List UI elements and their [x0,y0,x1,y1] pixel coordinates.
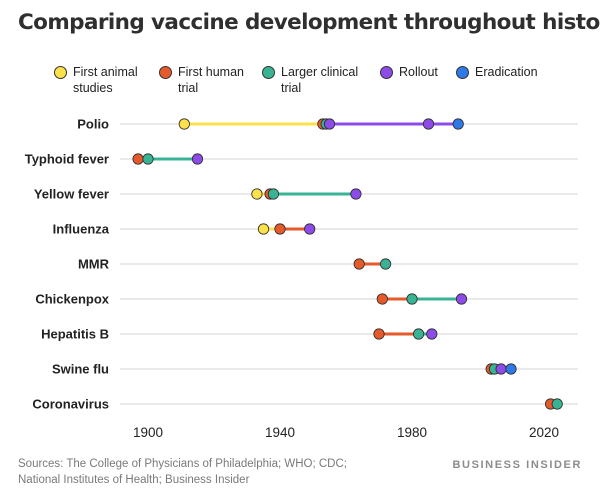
legend-item-rollout: Rollout [380,64,438,80]
data-point [551,398,563,410]
data-point [251,188,263,200]
data-point [373,328,385,340]
data-point [426,328,438,340]
chart-title: Comparing vaccine development throughout… [18,10,600,35]
legend-label: Rollout [399,65,438,79]
x-tick-label: 1940 [265,425,295,440]
legend-swatch [456,66,469,79]
brand-logo: BUSINESS INSIDER [452,459,582,471]
data-point [274,223,286,235]
data-point [353,258,365,270]
row-label: MMR [78,257,110,272]
row-label: Chickenpox [35,292,109,307]
row-label: Polio [77,117,109,132]
legend-item-larger-clinical-trial: Larger clinical trial [262,64,358,96]
legend-item-eradication: Eradication [456,64,538,80]
legend-label: Larger clinical trial [281,65,359,95]
legend-item-first-human-trial: First human trial [159,64,244,96]
row-label: Influenza [53,222,110,237]
row-label: Hepatitis B [41,327,109,342]
legend-label: First human trial [178,65,244,95]
data-point [257,223,270,235]
data-point [505,363,517,375]
legend-swatch [159,66,172,79]
data-point [406,293,418,305]
legend-item-first-animal-studies: First animal studies [54,64,138,96]
data-point [132,153,144,165]
legend-swatch [54,66,67,79]
data-point [191,153,204,165]
data-point [142,153,154,165]
data-point [267,188,279,200]
row-label: Coronavirus [32,397,109,412]
data-point [178,118,190,130]
legend-swatch [262,66,275,79]
data-point [376,293,388,305]
legend-swatch [380,66,393,79]
data-point [350,188,362,200]
row-label: Swine flu [52,362,109,377]
data-point [455,293,468,305]
data-point [323,118,336,130]
data-point [422,118,435,130]
x-tick-label: 1900 [133,425,163,440]
legend-label: First animal studies [73,65,138,95]
data-point [495,363,507,375]
row-label: Typhoid fever [25,152,109,167]
data-point [379,258,392,270]
data-point [412,328,425,340]
sources-note: Sources: The College of Physicians of Ph… [18,458,347,486]
legend-label: Eradication [475,65,538,79]
row-label: Yellow fever [34,187,109,202]
data-point [304,223,316,235]
data-point [452,118,464,130]
x-tick-label: 1980 [397,425,427,440]
x-tick-label: 2020 [529,425,559,440]
